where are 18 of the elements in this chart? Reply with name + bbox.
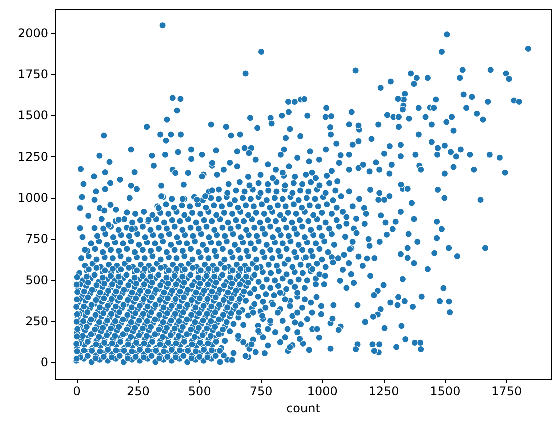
y-tick-label: 1000 xyxy=(18,191,48,206)
x-tick-label: 500 xyxy=(188,384,212,398)
y-tick-label: 500 xyxy=(26,273,48,288)
y-tick-label: 1750 xyxy=(18,68,48,82)
x-tick-label: 1000 xyxy=(307,384,338,398)
x-tick-label: 1750 xyxy=(492,384,522,398)
y-tick-label: 250 xyxy=(26,314,48,329)
y-tick-label: 750 xyxy=(26,232,48,246)
x-tick-label: 250 xyxy=(127,384,150,398)
x-tick-label: 1500 xyxy=(430,384,461,398)
y-tick-label: 1500 xyxy=(18,108,48,123)
x-axis-title: count xyxy=(286,402,321,416)
x-tick-label: 750 xyxy=(250,384,273,398)
y-tick-label: 1250 xyxy=(18,150,48,164)
y-tick-label: 2000 xyxy=(18,26,48,40)
x-tick-label: 1250 xyxy=(368,384,400,398)
y-tick-label: 0 xyxy=(40,356,48,370)
x-tick-label: 0 xyxy=(73,384,81,398)
